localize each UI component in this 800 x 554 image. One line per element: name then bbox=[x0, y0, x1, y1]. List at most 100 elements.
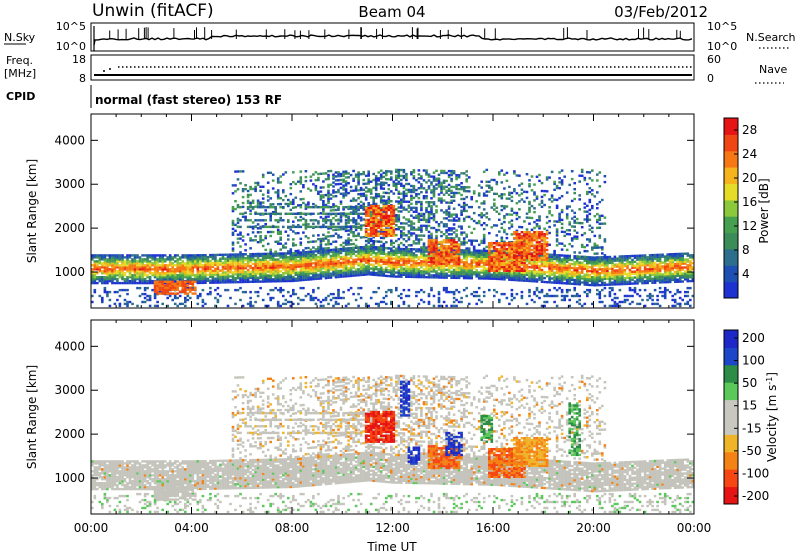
power-cell bbox=[364, 247, 368, 251]
power-cell bbox=[430, 276, 433, 279]
power-cell bbox=[337, 292, 340, 296]
power-cell bbox=[324, 272, 328, 276]
power-cell bbox=[259, 258, 262, 262]
power-cell bbox=[302, 259, 305, 262]
power-cell bbox=[146, 279, 149, 283]
power-cell bbox=[385, 172, 388, 175]
power-cell bbox=[352, 264, 355, 267]
power-cell bbox=[329, 298, 333, 302]
power-cell bbox=[580, 265, 584, 268]
power-cell bbox=[488, 277, 491, 280]
power-cell bbox=[573, 261, 576, 264]
power-cell bbox=[379, 274, 383, 277]
power-cell bbox=[550, 265, 554, 268]
power-cell bbox=[224, 275, 227, 278]
power-cell bbox=[565, 290, 569, 294]
power-cell bbox=[377, 195, 380, 198]
power-cell bbox=[329, 197, 333, 200]
power-cell bbox=[146, 262, 149, 265]
power-cell bbox=[332, 209, 335, 212]
power-cell bbox=[246, 272, 250, 276]
power-cell bbox=[339, 263, 343, 267]
power-cell bbox=[171, 262, 174, 265]
power-cell bbox=[450, 179, 453, 183]
power-cell bbox=[462, 231, 466, 234]
power-cell bbox=[176, 266, 179, 269]
power-cell bbox=[101, 258, 104, 261]
power-cell bbox=[206, 273, 210, 277]
power-cell bbox=[528, 294, 531, 298]
power-cell bbox=[377, 254, 380, 257]
power-cell bbox=[327, 270, 330, 274]
power-cell bbox=[344, 263, 348, 266]
power-cell bbox=[417, 302, 421, 306]
power-cell bbox=[123, 274, 127, 277]
power-cell bbox=[123, 266, 127, 269]
power-cell bbox=[276, 228, 280, 232]
power-cell bbox=[427, 274, 431, 277]
power-cell bbox=[224, 257, 227, 260]
power-cell bbox=[420, 252, 423, 255]
power-cell bbox=[309, 250, 313, 253]
power-cell bbox=[297, 225, 300, 229]
power-cell bbox=[432, 215, 436, 218]
power-cell bbox=[482, 290, 486, 294]
power-cell bbox=[530, 270, 534, 273]
power-cell bbox=[234, 259, 237, 262]
power-cell bbox=[246, 206, 250, 209]
nsky-tick-top: 10^5 bbox=[56, 20, 86, 33]
power-cell bbox=[216, 279, 220, 282]
power-cell bbox=[575, 261, 579, 264]
power-cell bbox=[553, 198, 556, 201]
power-cell bbox=[309, 256, 313, 259]
power-cell bbox=[317, 298, 320, 302]
power-cell bbox=[304, 227, 308, 230]
power-cell bbox=[289, 279, 293, 283]
power-cell bbox=[437, 193, 441, 196]
power-cell bbox=[467, 273, 471, 276]
power-cell bbox=[485, 257, 489, 260]
power-cell bbox=[327, 219, 330, 222]
power-cell bbox=[450, 215, 453, 218]
power-cell bbox=[573, 257, 576, 260]
power-cell bbox=[178, 272, 182, 275]
power-cell bbox=[430, 262, 433, 265]
power-cell bbox=[505, 260, 509, 263]
power-cell bbox=[266, 260, 270, 263]
power-cell bbox=[261, 238, 265, 242]
power-cell bbox=[269, 171, 272, 174]
power-cell bbox=[234, 190, 237, 193]
power-cell bbox=[116, 266, 119, 269]
power-cell bbox=[417, 240, 421, 243]
power-cell bbox=[445, 189, 448, 192]
power-cell bbox=[339, 236, 343, 239]
power-cell bbox=[322, 259, 325, 262]
power-cell bbox=[374, 194, 378, 198]
power-cell bbox=[194, 264, 197, 267]
power-cell bbox=[292, 252, 295, 255]
power-cell bbox=[214, 273, 217, 276]
power-cell bbox=[259, 201, 262, 204]
power-cell bbox=[450, 199, 453, 202]
power-cell bbox=[420, 248, 423, 251]
power-cell bbox=[309, 258, 313, 261]
power-cell bbox=[385, 274, 388, 278]
power-cell bbox=[123, 262, 127, 265]
power-cell bbox=[332, 252, 335, 255]
power-cell bbox=[369, 243, 373, 247]
power-cell bbox=[472, 273, 476, 276]
power-cell bbox=[435, 169, 438, 172]
power-cell bbox=[153, 258, 157, 261]
power-cell bbox=[254, 262, 257, 266]
power-cell bbox=[249, 270, 252, 274]
power-cell bbox=[234, 223, 237, 227]
power-cell bbox=[131, 281, 134, 285]
power-cell bbox=[282, 276, 285, 279]
power-cell bbox=[417, 169, 421, 172]
power-cell bbox=[297, 212, 300, 215]
power-cell bbox=[294, 279, 298, 282]
power-cell bbox=[482, 194, 486, 197]
power-cell bbox=[558, 260, 561, 263]
power-cell bbox=[392, 192, 396, 195]
power-cell bbox=[153, 276, 157, 279]
